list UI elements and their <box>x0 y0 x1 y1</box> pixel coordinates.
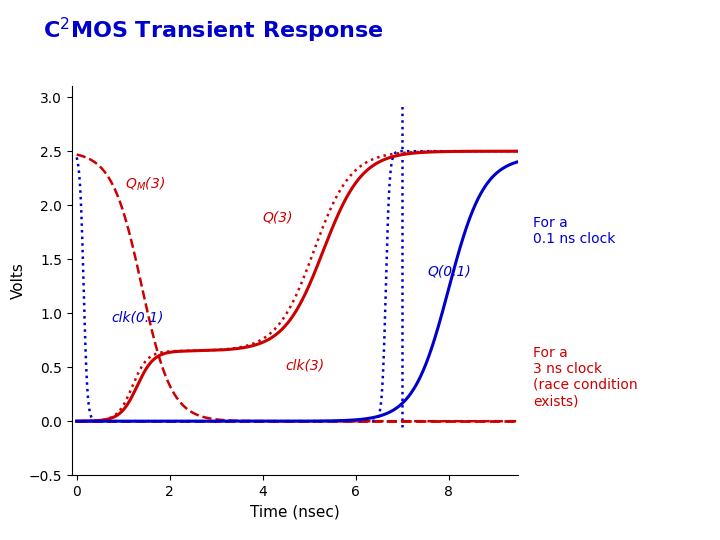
Y-axis label: Volts: Volts <box>11 262 26 299</box>
Text: Q$_M$(3): Q$_M$(3) <box>125 176 166 193</box>
Text: Q(0.1): Q(0.1) <box>428 265 472 279</box>
Text: For a
3 ns clock
(race condition
exists): For a 3 ns clock (race condition exists) <box>533 346 637 408</box>
Text: For a
0.1 ns clock: For a 0.1 ns clock <box>533 216 615 246</box>
Text: Q(3): Q(3) <box>263 211 293 225</box>
Text: clk(3): clk(3) <box>285 359 324 373</box>
Text: C$^2$MOS Transient Response: C$^2$MOS Transient Response <box>43 16 384 45</box>
Text: clk(0.1): clk(0.1) <box>112 311 164 325</box>
X-axis label: Time (nsec): Time (nsec) <box>251 504 340 519</box>
